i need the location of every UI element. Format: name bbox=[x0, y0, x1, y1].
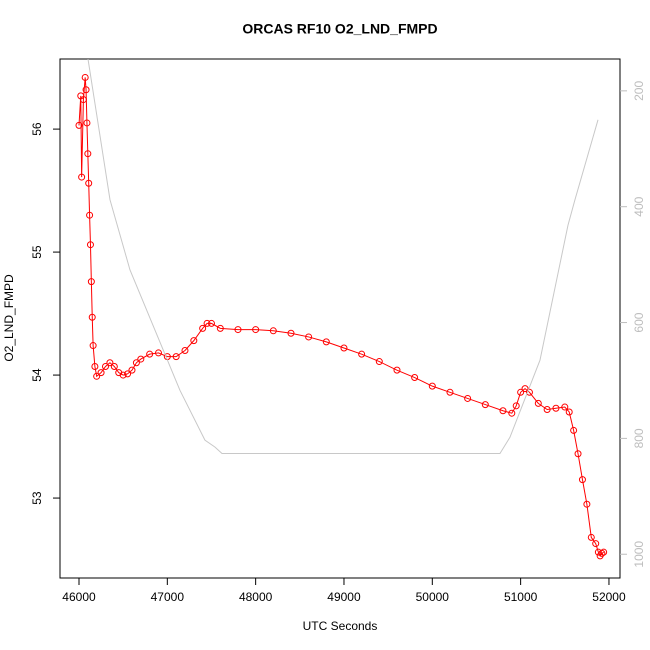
x-tick-label: 48000 bbox=[239, 590, 273, 604]
data-point bbox=[552, 404, 560, 412]
chart-title: ORCAS RF10 O2_LND_FMPD bbox=[242, 21, 437, 37]
data-point bbox=[305, 333, 313, 341]
data-point bbox=[128, 366, 136, 374]
data-point bbox=[93, 372, 101, 380]
data-point bbox=[86, 211, 94, 219]
data-point bbox=[79, 96, 87, 104]
data-point bbox=[598, 549, 606, 557]
data-point bbox=[181, 346, 189, 354]
data-point bbox=[203, 319, 211, 327]
data-point bbox=[87, 278, 95, 286]
y2-tick-label: 1000 bbox=[632, 541, 646, 568]
data-point bbox=[190, 337, 198, 345]
data-point bbox=[88, 313, 96, 321]
data-point bbox=[269, 327, 277, 335]
data-point bbox=[207, 319, 215, 327]
data-point bbox=[508, 409, 516, 417]
data-point bbox=[287, 329, 295, 337]
data-point bbox=[525, 388, 533, 396]
data-point bbox=[587, 533, 595, 541]
series-line bbox=[78, 77, 604, 557]
data-point bbox=[570, 426, 578, 434]
data-point bbox=[499, 407, 507, 415]
data-point bbox=[561, 403, 569, 411]
data-point bbox=[75, 121, 83, 129]
data-point bbox=[521, 385, 529, 393]
y2-tick-label: 600 bbox=[632, 312, 646, 332]
y-tick-label: 54 bbox=[30, 368, 44, 382]
y2-tick-label: 200 bbox=[632, 81, 646, 101]
data-point bbox=[594, 548, 602, 556]
data-point bbox=[91, 362, 99, 370]
data-point bbox=[82, 86, 90, 94]
series-line bbox=[87, 59, 599, 454]
data-point bbox=[322, 338, 330, 346]
y2-tick-label: 800 bbox=[632, 428, 646, 448]
data-point bbox=[216, 324, 224, 332]
y2-tick-label: 400 bbox=[632, 196, 646, 216]
data-point bbox=[124, 370, 132, 378]
data-point bbox=[375, 358, 383, 366]
data-point bbox=[517, 388, 525, 396]
data-point bbox=[154, 349, 162, 357]
data-point bbox=[340, 344, 348, 352]
data-point bbox=[89, 342, 97, 350]
data-point bbox=[199, 324, 207, 332]
x-tick-label: 46000 bbox=[62, 590, 96, 604]
x-tick-label: 47000 bbox=[151, 590, 185, 604]
data-point bbox=[97, 369, 105, 377]
y-tick-label: 56 bbox=[30, 122, 44, 136]
data-point bbox=[83, 119, 91, 127]
data-point bbox=[592, 540, 600, 548]
data-point bbox=[110, 362, 118, 370]
x-tick-label: 51000 bbox=[504, 590, 538, 604]
x-tick-label: 52000 bbox=[592, 590, 626, 604]
data-point bbox=[86, 241, 94, 249]
plot-frame bbox=[59, 58, 621, 579]
data-point bbox=[543, 406, 551, 414]
data-point bbox=[578, 476, 586, 484]
data-point bbox=[132, 359, 140, 367]
data-point bbox=[101, 362, 109, 370]
data-point bbox=[565, 408, 573, 416]
data-point bbox=[234, 326, 242, 334]
y-tick-label: 55 bbox=[30, 245, 44, 259]
data-point bbox=[481, 401, 489, 409]
data-point bbox=[446, 388, 454, 396]
data-point bbox=[600, 548, 608, 556]
plot-area bbox=[75, 59, 608, 560]
x-axis-label: UTC Seconds bbox=[303, 619, 378, 633]
data-point bbox=[146, 350, 154, 358]
data-point bbox=[583, 500, 591, 508]
data-point bbox=[119, 371, 127, 379]
x-tick-label: 50000 bbox=[416, 590, 450, 604]
data-point bbox=[393, 366, 401, 374]
data-point bbox=[411, 374, 419, 382]
x-tick-label: 49000 bbox=[327, 590, 361, 604]
data-point bbox=[81, 73, 89, 81]
data-point bbox=[534, 399, 542, 407]
data-point bbox=[85, 179, 93, 187]
y-axis-label: O2_LND_FMPD bbox=[2, 274, 16, 362]
y-tick-label: 53 bbox=[30, 491, 44, 505]
data-point bbox=[358, 350, 366, 358]
data-point bbox=[512, 402, 520, 410]
data-point bbox=[137, 355, 145, 363]
data-point bbox=[574, 450, 582, 458]
data-point bbox=[106, 359, 114, 367]
data-point bbox=[78, 173, 86, 181]
data-point bbox=[464, 394, 472, 402]
data-point bbox=[172, 353, 180, 361]
data-point bbox=[252, 326, 260, 334]
data-point bbox=[428, 382, 436, 390]
data-point bbox=[84, 150, 92, 158]
